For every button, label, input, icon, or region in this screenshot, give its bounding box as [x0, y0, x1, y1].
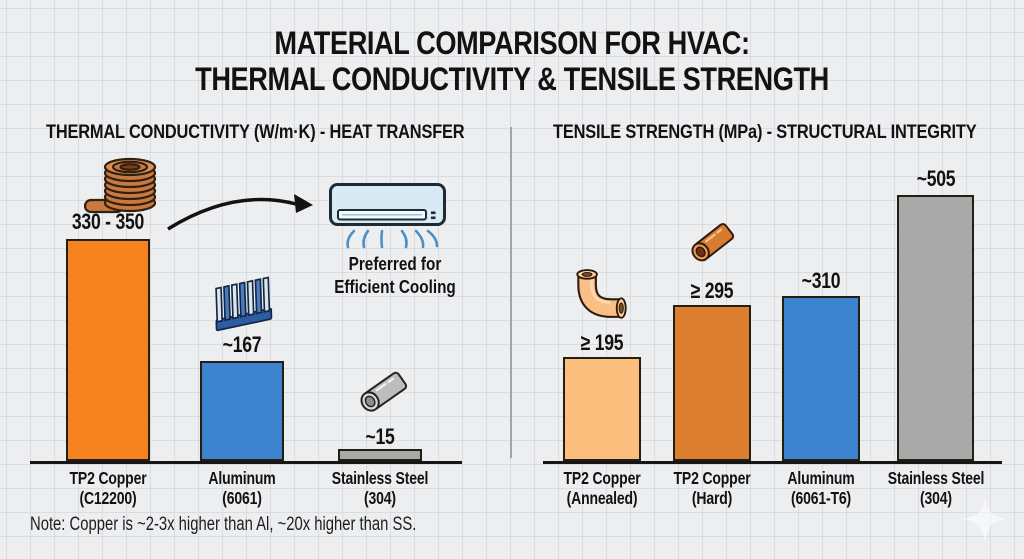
category-name: Stainless Steel — [331, 468, 429, 488]
ac-unit-icon — [328, 182, 448, 250]
copper-tube-icon — [683, 216, 741, 270]
page-title-line1: MATERIAL COMPARISON FOR HVAC: — [274, 25, 750, 61]
cooling-annotation: Preferred for Efficient Cooling — [327, 253, 463, 299]
value-label-copper-conductivity: 330 - 350 — [71, 209, 145, 234]
category-name: Aluminum — [787, 468, 855, 488]
cooling-annotation-line1: Preferred for — [348, 254, 442, 274]
footnote: Note: Copper is ~2-3x higher than Al, ~2… — [30, 514, 417, 535]
category-name: TP2 Copper — [673, 468, 751, 488]
category-name: Aluminum — [208, 468, 276, 488]
category-spec: (Annealed) — [566, 488, 638, 508]
category-copper-c12200: TP2 Copper (C12200) — [48, 468, 168, 508]
category-spec: (C12200) — [79, 488, 137, 508]
category-stainless-304-right: Stainless Steel (304) — [876, 468, 996, 508]
copper-elbow-icon — [573, 266, 633, 324]
value-label-aluminum-conductivity: ~167 — [222, 332, 262, 357]
value-label-stainless-conductivity: ~15 — [365, 424, 395, 449]
bar-copper-annealed — [563, 357, 641, 461]
category-name: TP2 Copper — [69, 468, 147, 488]
steel-tube-icon — [352, 364, 414, 422]
airflow-icon — [346, 229, 439, 249]
left-chart-title: THERMAL CONDUCTIVITY (W/m·K) - HEAT TRAN… — [46, 121, 465, 143]
bar-stainless-conductivity — [338, 449, 422, 461]
category-aluminum-6061t6: Aluminum (6061-T6) — [761, 468, 881, 508]
bar-copper-hard — [673, 305, 751, 461]
category-name: TP2 Copper — [563, 468, 641, 488]
category-spec: (Hard) — [691, 488, 733, 508]
category-spec: (6061) — [222, 488, 262, 508]
bar-stainless-tensile — [897, 195, 974, 461]
value-label-stainless-tensile: ~505 — [916, 166, 956, 191]
category-name: Stainless Steel — [887, 468, 985, 488]
left-chart-axis — [30, 461, 462, 464]
bar-aluminum-conductivity — [200, 361, 284, 461]
category-copper-hard: TP2 Copper (Hard) — [652, 468, 772, 508]
value-label-copper-annealed: ≥ 195 — [580, 330, 624, 355]
heatsink-icon — [205, 276, 279, 335]
value-label-aluminum-tensile: ~310 — [801, 268, 841, 293]
page-title-line2: THERMAL CONDUCTIVITY & TENSILE STRENGTH — [195, 61, 829, 97]
right-chart-axis — [543, 461, 1002, 464]
sparkle-watermark-icon — [963, 497, 1007, 541]
right-chart-title: TENSILE STRENGTH (MPa) - STRUCTURAL INTE… — [553, 121, 977, 143]
value-label-copper-hard: ≥ 295 — [690, 278, 734, 303]
category-spec: (304) — [364, 488, 396, 508]
page-title: MATERIAL COMPARISON FOR HVAC: THERMAL CO… — [77, 25, 947, 97]
copper-coil-icon — [83, 150, 162, 216]
cooling-annotation-line2: Efficient Cooling — [334, 277, 456, 297]
category-copper-annealed: TP2 Copper (Annealed) — [542, 468, 662, 508]
category-spec: (6061-T6) — [790, 488, 852, 508]
section-divider — [510, 127, 512, 458]
category-stainless-304-left: Stainless Steel (304) — [320, 468, 440, 508]
curved-arrow-icon — [164, 186, 316, 234]
bar-aluminum-tensile — [782, 296, 860, 461]
category-aluminum-6061: Aluminum (6061) — [182, 468, 302, 508]
bar-copper-conductivity — [66, 239, 150, 461]
category-spec: (304) — [920, 488, 952, 508]
